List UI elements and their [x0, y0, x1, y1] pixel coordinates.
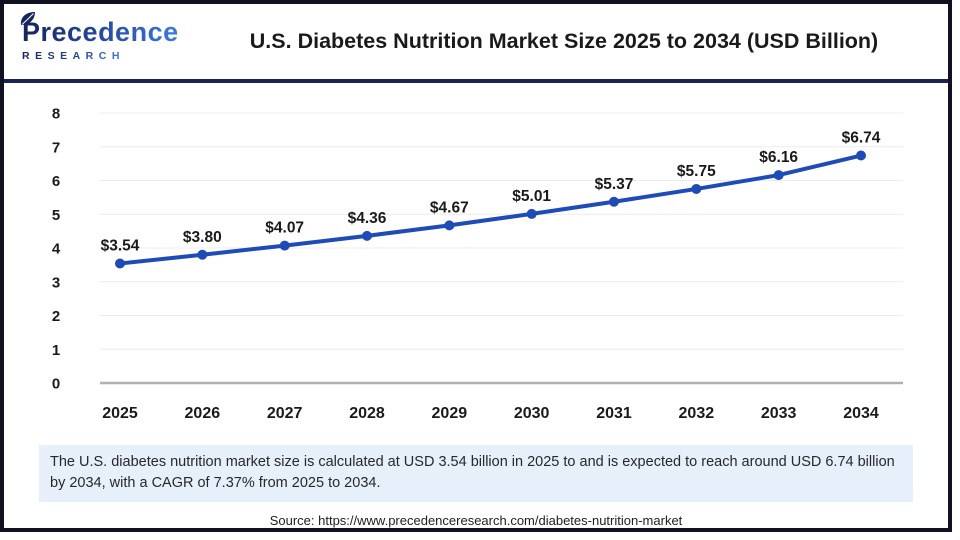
header: Precedence RESEARCH U.S. Diabetes Nutrit…	[4, 4, 948, 79]
page-frame: Precedence RESEARCH U.S. Diabetes Nutrit…	[0, 0, 952, 532]
summary-note-text: The U.S. diabetes nutrition market size …	[50, 454, 895, 491]
logo-wordmark: Precedence	[22, 17, 179, 47]
data-point-label: $5.01	[512, 188, 551, 205]
y-tick-label: 3	[52, 274, 60, 291]
x-tick-label: 2031	[596, 405, 632, 422]
market-size-line-chart: 0 1 2 3 4 5 6 7 8 2025 2026 2027 2028 2029 2030 2031 203…	[52, 106, 903, 422]
data-point-label: $5.75	[677, 163, 716, 180]
y-tick-label: 0	[52, 376, 60, 393]
y-tick-label: 2	[52, 308, 60, 325]
x-tick-label: 2033	[761, 405, 797, 422]
leaf-icon	[20, 12, 35, 25]
data-point-label: $4.67	[430, 199, 469, 216]
data-point-label: $6.74	[842, 130, 881, 147]
precedence-research-logo: Precedence RESEARCH	[4, 12, 194, 64]
source-attribution: Source: https://www.precedenceresearch.c…	[269, 513, 683, 528]
data-point-label: $4.07	[265, 220, 304, 237]
y-tick-label: 6	[52, 173, 60, 190]
x-tick-label: 2030	[514, 405, 550, 422]
x-tick-label: 2029	[432, 405, 468, 422]
logo-subtitle: RESEARCH	[22, 50, 125, 62]
chart-title: U.S. Diabetes Nutrition Market Size 2025…	[249, 29, 879, 53]
y-tick-label: 4	[52, 241, 61, 258]
x-tick-label: 2032	[679, 405, 715, 422]
header-divider	[4, 79, 948, 83]
summary-note-box: The U.S. diabetes nutrition market size …	[39, 445, 913, 502]
data-point	[362, 230, 372, 241]
data-point	[197, 249, 208, 260]
x-tick-label: 2034	[843, 405, 879, 422]
x-tick-label: 2025	[102, 405, 138, 422]
data-point-label: $3.54	[101, 238, 140, 255]
data-point-label: $5.37	[595, 176, 634, 193]
y-tick-label: 7	[52, 139, 60, 156]
y-tick-label: 5	[52, 207, 60, 224]
data-point-label: $3.80	[183, 229, 222, 246]
data-point	[773, 170, 784, 181]
trend-line	[118, 153, 863, 266]
y-tick-label: 1	[52, 342, 60, 359]
chart-region: 0 1 2 3 4 5 6 7 8 2025 2026 2027 2028 2029 2030 2031 203…	[4, 83, 948, 437]
data-point	[279, 240, 290, 251]
x-tick-label: 2026	[185, 405, 221, 422]
data-point-label: $6.16	[759, 149, 798, 166]
data-point-label: $4.36	[348, 210, 387, 227]
data-point	[856, 150, 866, 161]
data-point	[526, 208, 537, 219]
x-tick-label: 2028	[349, 405, 385, 422]
data-point	[609, 196, 619, 207]
x-tick-label: 2027	[267, 405, 303, 422]
data-point	[444, 220, 455, 231]
data-point	[691, 183, 702, 194]
data-point	[115, 258, 125, 269]
y-tick-label: 8	[52, 106, 60, 123]
